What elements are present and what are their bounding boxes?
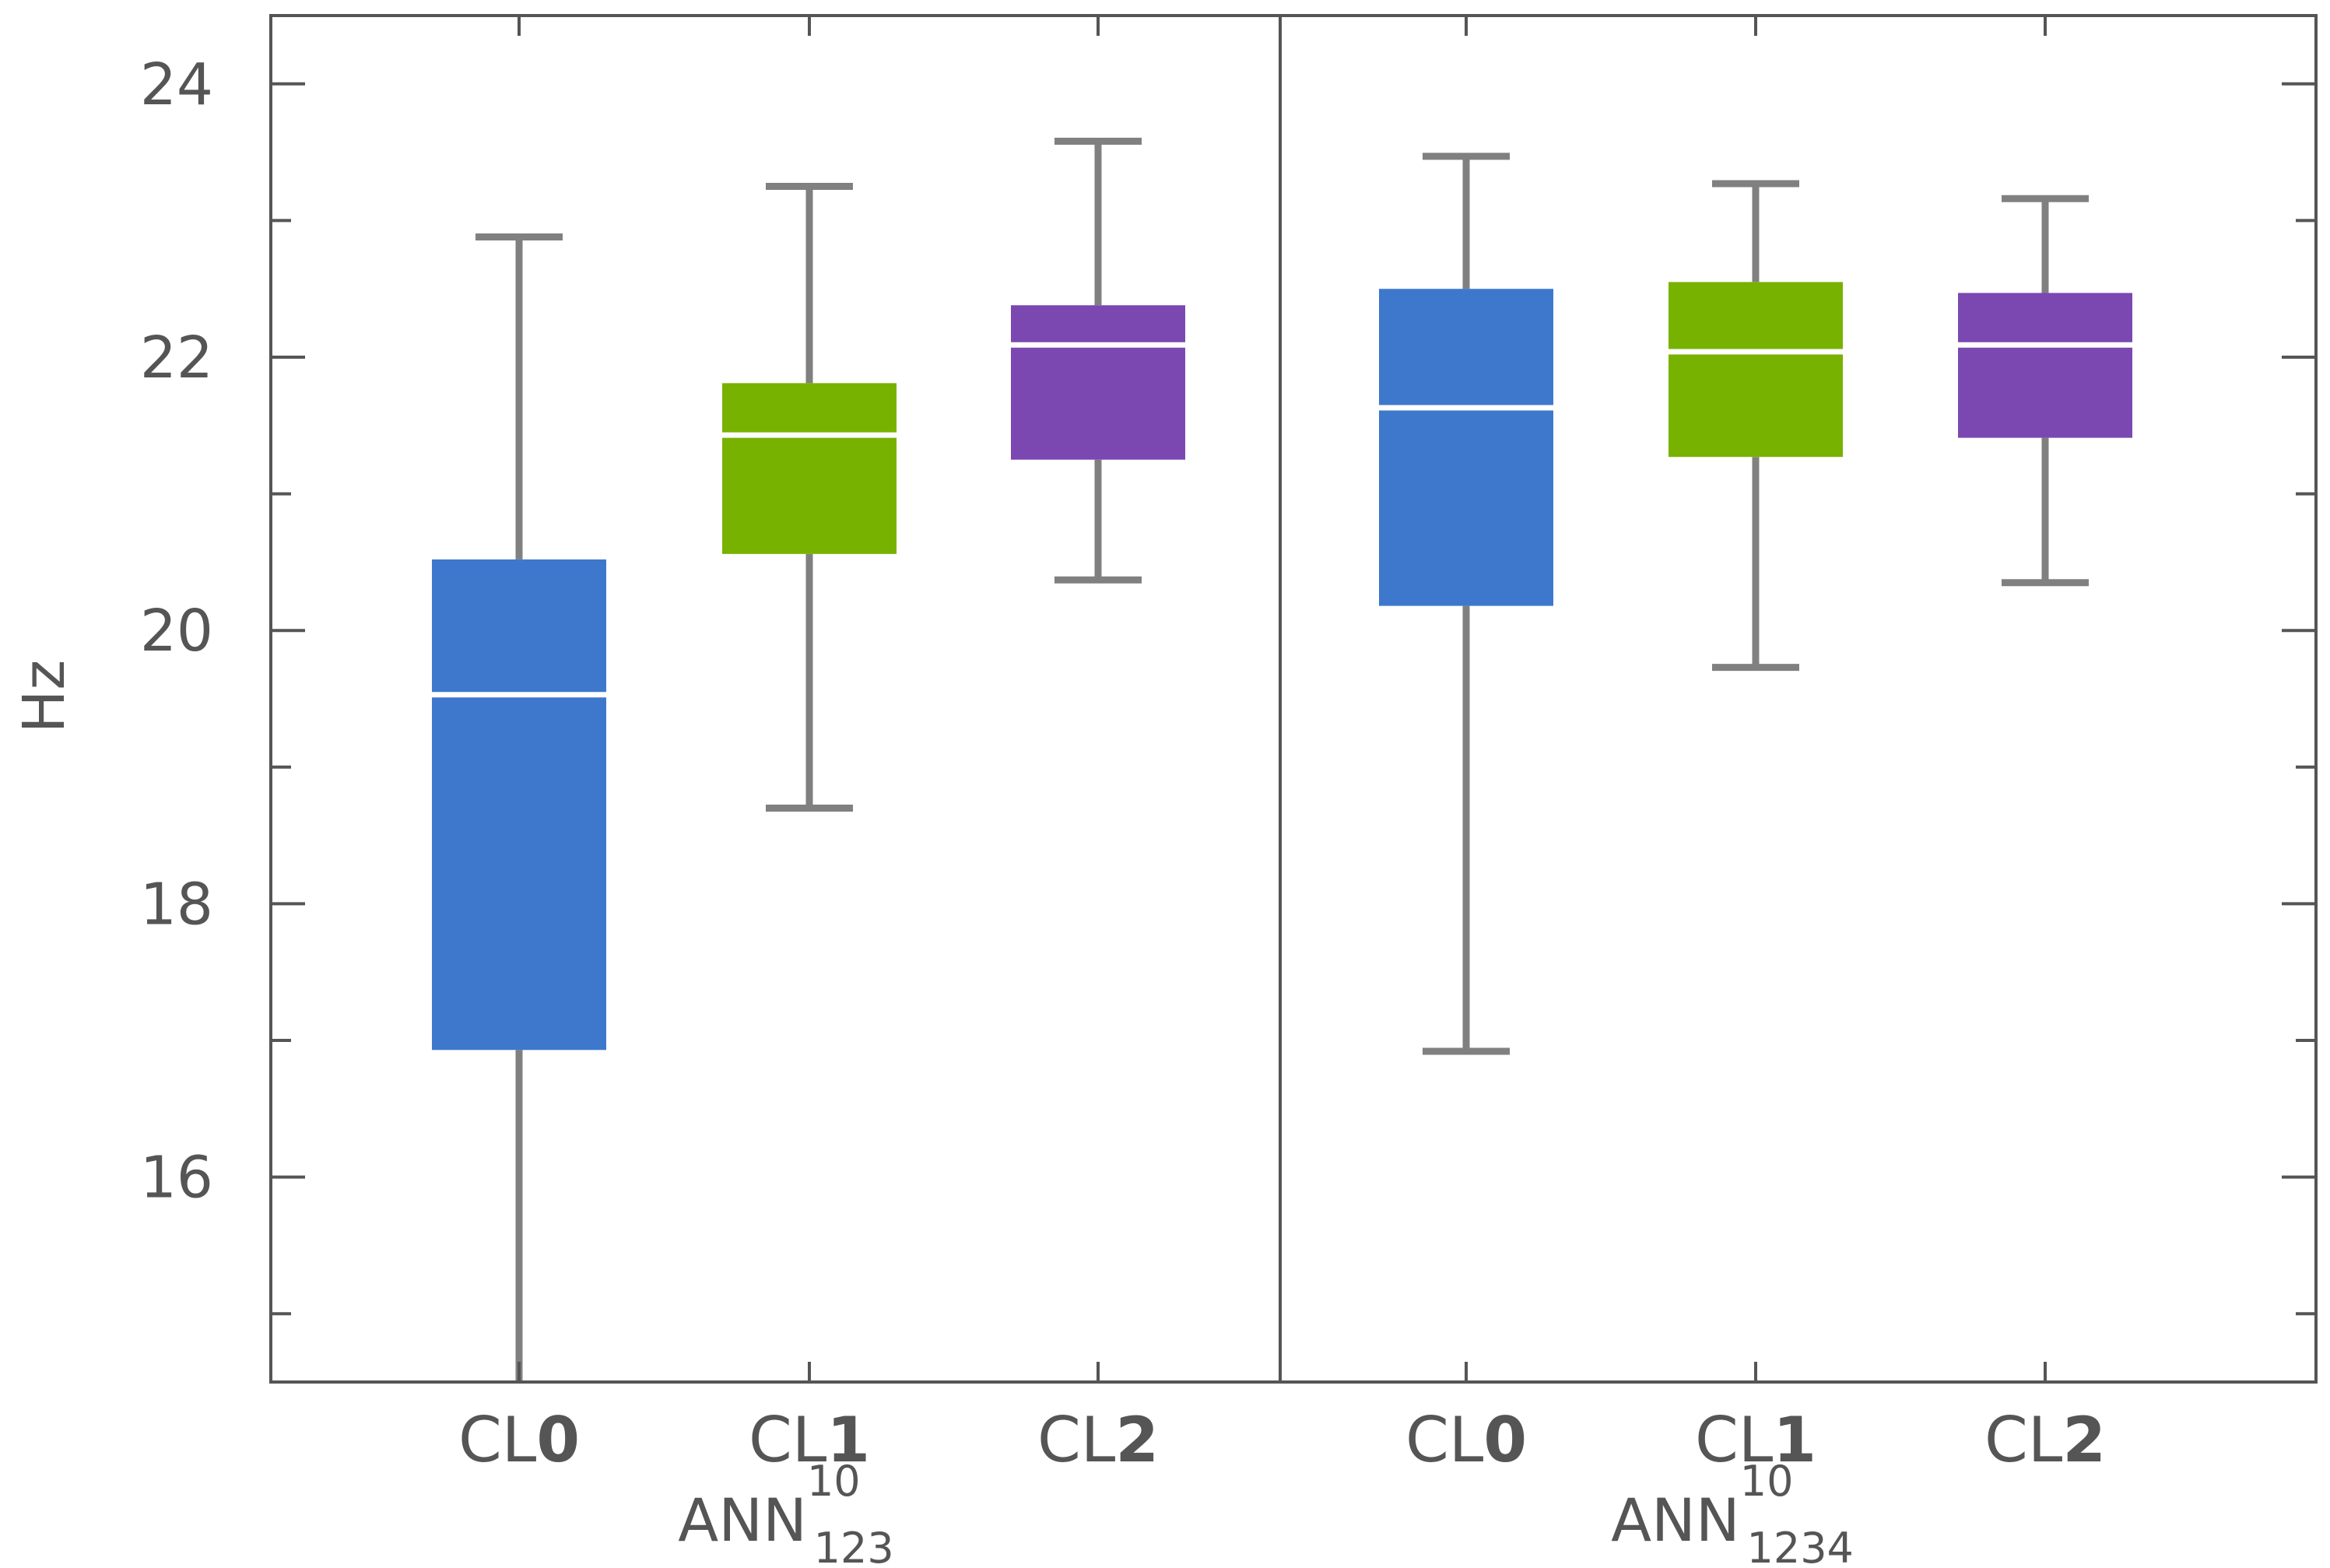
group2-cl2-label-number: 2: [2062, 1404, 2106, 1476]
group1-cl1-label-prefix: CL: [749, 1404, 827, 1476]
group1-label-base: ANN: [678, 1486, 807, 1555]
group2-cl1-box: [1669, 282, 1843, 458]
y-tick-label-16: 16: [140, 1145, 213, 1212]
group2-label-superscript: 10: [1740, 1457, 1794, 1506]
group2-label-subscript: 1234: [1746, 1524, 1853, 1568]
plot-frame: [269, 14, 2318, 1384]
group2-cl0-tick-label: CL0: [1405, 1404, 1527, 1476]
group1-cl2-tick-label: CL2: [1037, 1404, 1159, 1476]
y-tick-label-24: 24: [140, 51, 213, 118]
group2-cl0-label-prefix: CL: [1405, 1404, 1484, 1476]
y-tick-label-18: 18: [140, 871, 213, 938]
group1-cl1-label-number: 1: [826, 1404, 870, 1476]
group1-cl2-label-number: 2: [1115, 1404, 1159, 1476]
group1-cl2-box: [1011, 305, 1185, 460]
group2-cl2-label-prefix: CL: [1984, 1404, 2063, 1476]
y-axis-label: Hz: [11, 660, 78, 734]
group2-label: ANN10 1234: [1611, 1457, 1854, 1568]
group1-cl1-box: [722, 383, 897, 554]
group1-cl0-label-number: 0: [536, 1404, 580, 1476]
group2-label-base: ANN: [1611, 1486, 1740, 1555]
group2-cl0-box: [1379, 289, 1553, 606]
group1-cl2-label-prefix: CL: [1037, 1404, 1116, 1476]
group2-cl2-box: [1958, 293, 2132, 438]
y-tick-label-20: 20: [140, 598, 213, 665]
group1-cl1-tick-label: CL1: [749, 1404, 870, 1476]
y-tick-label-22: 22: [140, 324, 213, 391]
group1-label: ANN10 123: [678, 1457, 894, 1568]
group1-label-subscript: 123: [814, 1524, 894, 1568]
group2-cl1-label-number: 1: [1773, 1404, 1816, 1476]
group2-cl1-tick-label: CL1: [1695, 1404, 1816, 1476]
group2-cl1-label-prefix: CL: [1695, 1404, 1774, 1476]
group1-cl0-box: [432, 559, 606, 1051]
group1-label-superscript: 10: [807, 1457, 861, 1506]
axes-layer: [269, 14, 2318, 1384]
group1-cl0-tick-label: CL0: [458, 1404, 580, 1476]
group2-cl0-label-number: 0: [1483, 1404, 1527, 1476]
group1-cl0-label-prefix: CL: [458, 1404, 537, 1476]
box-layer: [432, 138, 2132, 1382]
group2-cl2-tick-label: CL2: [1984, 1404, 2106, 1476]
